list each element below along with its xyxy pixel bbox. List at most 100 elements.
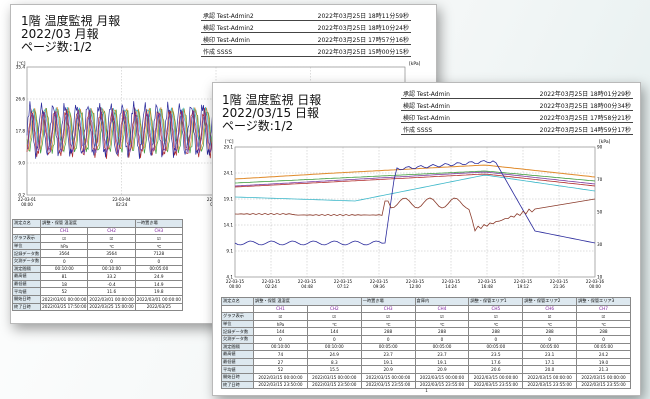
- column-header: 調整・保管エリア1: [468, 297, 524, 306]
- report-title: 1階 温度監視 月報: [21, 14, 121, 28]
- table-cell: 2022/03/01 00:00:00: [40, 294, 89, 304]
- column-header: 調整・保管エリア2: [522, 297, 578, 306]
- table-row: 開始日時 2022/03/15 00:00:00 2022/03/15 00:00:…: [220, 372, 631, 382]
- x-tick-label: 07:12: [337, 284, 349, 289]
- y-tick-label: 35.4: [16, 65, 26, 70]
- table-cell: 19.0: [576, 357, 631, 367]
- x-tick-label: 02:24: [265, 284, 277, 289]
- row-label: 測定間隔: [11, 264, 42, 274]
- y2-tick-label: 50: [597, 210, 603, 215]
- report-title: 1階 温度監視 日報: [222, 93, 322, 107]
- approval-block: 承認 Test-Admin 2022年03月25日 18時01分29秒 検認 Te…: [401, 87, 633, 135]
- table-cell: 2022/03/15 00:00:00: [522, 372, 578, 382]
- table-row: 平均値 52 15.5 20.9 20.9 20.6 20.0 21.3: [220, 365, 631, 374]
- x-tick-label: 02:24: [116, 202, 128, 207]
- table-row: グラフ表示 ☑ ☑ ☑ ☑ ☑ ☑ ☑: [220, 312, 631, 321]
- x-tick-label: 22-03-01: [18, 197, 37, 202]
- table-cell: 2022/03/15 00:00:00: [306, 372, 362, 382]
- x-tick-label: 16:48: [481, 284, 493, 289]
- table-cell: 2022/03/25 17:50:00: [40, 302, 89, 312]
- table-cell: 0: [253, 334, 308, 344]
- x-tick-label: 22-03-15: [514, 279, 533, 284]
- table-cell: 8.3: [306, 357, 362, 367]
- table-cell: 18: [40, 279, 89, 289]
- table-cell[interactable]: ☑: [253, 312, 308, 321]
- approval-row: 検認 Test-Admin 2022年03月25日 18時00分34秒: [401, 99, 633, 111]
- table-row: 欠測データ数 0 0 0: [11, 256, 183, 266]
- table-row: 平均値 52 11.6 19.8: [11, 287, 183, 296]
- table-cell: 17.6: [468, 357, 524, 367]
- row-label: 終了日時: [220, 380, 255, 390]
- x-tick-label: 22-03-15: [298, 279, 317, 284]
- table-cell[interactable]: ☑: [87, 234, 136, 243]
- page-count: ページ数:1/2: [222, 119, 294, 133]
- left-axis-unit: [℃]: [17, 61, 26, 67]
- table-cell: 19.8: [134, 287, 183, 296]
- series-line: [26, 110, 222, 154]
- y-tick-label: 26.6: [16, 97, 26, 102]
- row-label: 最低値: [11, 279, 42, 289]
- row-label: 測定間隔: [220, 342, 255, 352]
- table-cell: 17.1: [522, 357, 578, 367]
- series-line: [26, 101, 222, 159]
- table-cell: 00:05:00: [414, 342, 470, 352]
- table-cell: 21.3: [576, 365, 631, 374]
- y-tick-label: 4.1: [226, 275, 233, 280]
- table-cell: 00:05:00: [522, 342, 578, 352]
- table-row: 測定間隔 00:10:00 00:10:00 00:05:00: [11, 264, 183, 274]
- table-cell[interactable]: ☑: [134, 234, 183, 243]
- approval-block: 承認 Test-Admin2 2022年03月25日 18時11分59秒 検認 T…: [201, 9, 411, 57]
- table-cell: 288: [360, 327, 416, 336]
- table-cell[interactable]: ☑: [414, 312, 470, 321]
- table-cell: 00:05:00: [134, 264, 183, 274]
- page-number: 1: [425, 388, 428, 393]
- table-cell: 23.1: [522, 350, 578, 359]
- x-tick-label: 00:00: [21, 202, 33, 207]
- table-cell[interactable]: ☑: [522, 312, 578, 321]
- y2-tick-label: 70: [597, 177, 603, 182]
- table-cell: 74: [253, 350, 308, 359]
- row-label: 最低値: [220, 357, 255, 367]
- table-cell[interactable]: ☑: [306, 312, 362, 321]
- right-axis-unit: [kPa]: [409, 61, 421, 67]
- table-cell: 14.9: [134, 279, 183, 289]
- approval-row: 承認 Test-Admin2 2022年03月25日 18時11分59秒: [201, 9, 411, 21]
- table-cell[interactable]: ☑: [40, 234, 89, 243]
- table-cell[interactable]: ☑: [468, 312, 524, 321]
- table-row: グラフ表示 ☑ ☑ ☑: [11, 234, 183, 243]
- table-cell: hPa: [40, 241, 89, 251]
- right-axis-unit: [kPa]: [599, 139, 611, 145]
- channel-label: CH7: [576, 304, 631, 314]
- channel-label: CH5: [468, 304, 524, 314]
- series-line: [234, 170, 596, 184]
- table-cell: 0: [87, 256, 136, 266]
- column-header: 一時置き場: [134, 219, 183, 228]
- y-tick-label: 14.1: [224, 223, 234, 228]
- row-label: グラフ表示: [220, 312, 255, 321]
- table-cell: 15.5: [306, 365, 362, 374]
- table-cell[interactable]: ☑: [576, 312, 631, 321]
- row-label: 平均値: [11, 287, 42, 296]
- table-cell: 2022/03/01 00:00:00: [134, 294, 183, 304]
- table-cell: ℃: [134, 241, 183, 251]
- x-tick-label: 21:36: [553, 284, 565, 289]
- table-cell: 81: [40, 272, 89, 281]
- channel-label: CH2: [306, 304, 362, 314]
- table-row: 開始日時 2022/03/01 00:00:00 2022/03/01 00:00:…: [11, 294, 183, 304]
- table-cell[interactable]: ☑: [360, 312, 416, 321]
- table-row: 最低値 18 -0.4 14.9: [11, 279, 183, 289]
- table-cell: ℃: [414, 319, 470, 329]
- x-tick-label: 22-03-15: [478, 279, 497, 284]
- table-header-row: 測定点名 調整・保管 温湿度 一時置き場 倉庫内 調整・保管エリア1 調整・保管エリア2 調…: [220, 297, 631, 306]
- table-row: 最低値 27 8.3 19.1 19.1 17.6 17.1 19.0: [220, 357, 631, 367]
- table-cell: 2022/03/15 00:00:00: [468, 372, 524, 382]
- approval-row: 検印 Test-Admin 2022年03月25日 17時57分16秒: [201, 33, 411, 45]
- row-label: 終了日時: [11, 302, 42, 312]
- row-label: グラフ表示: [11, 234, 42, 243]
- y2-tick-label: 30: [597, 242, 603, 247]
- table-cell: 288: [576, 327, 631, 336]
- y-tick-label: 29.1: [224, 145, 234, 150]
- approval-row: 承認 Test-Admin 2022年03月25日 18時01分29秒: [401, 87, 633, 99]
- table-cell: 52: [253, 365, 308, 374]
- table-cell: 23.7: [360, 350, 416, 359]
